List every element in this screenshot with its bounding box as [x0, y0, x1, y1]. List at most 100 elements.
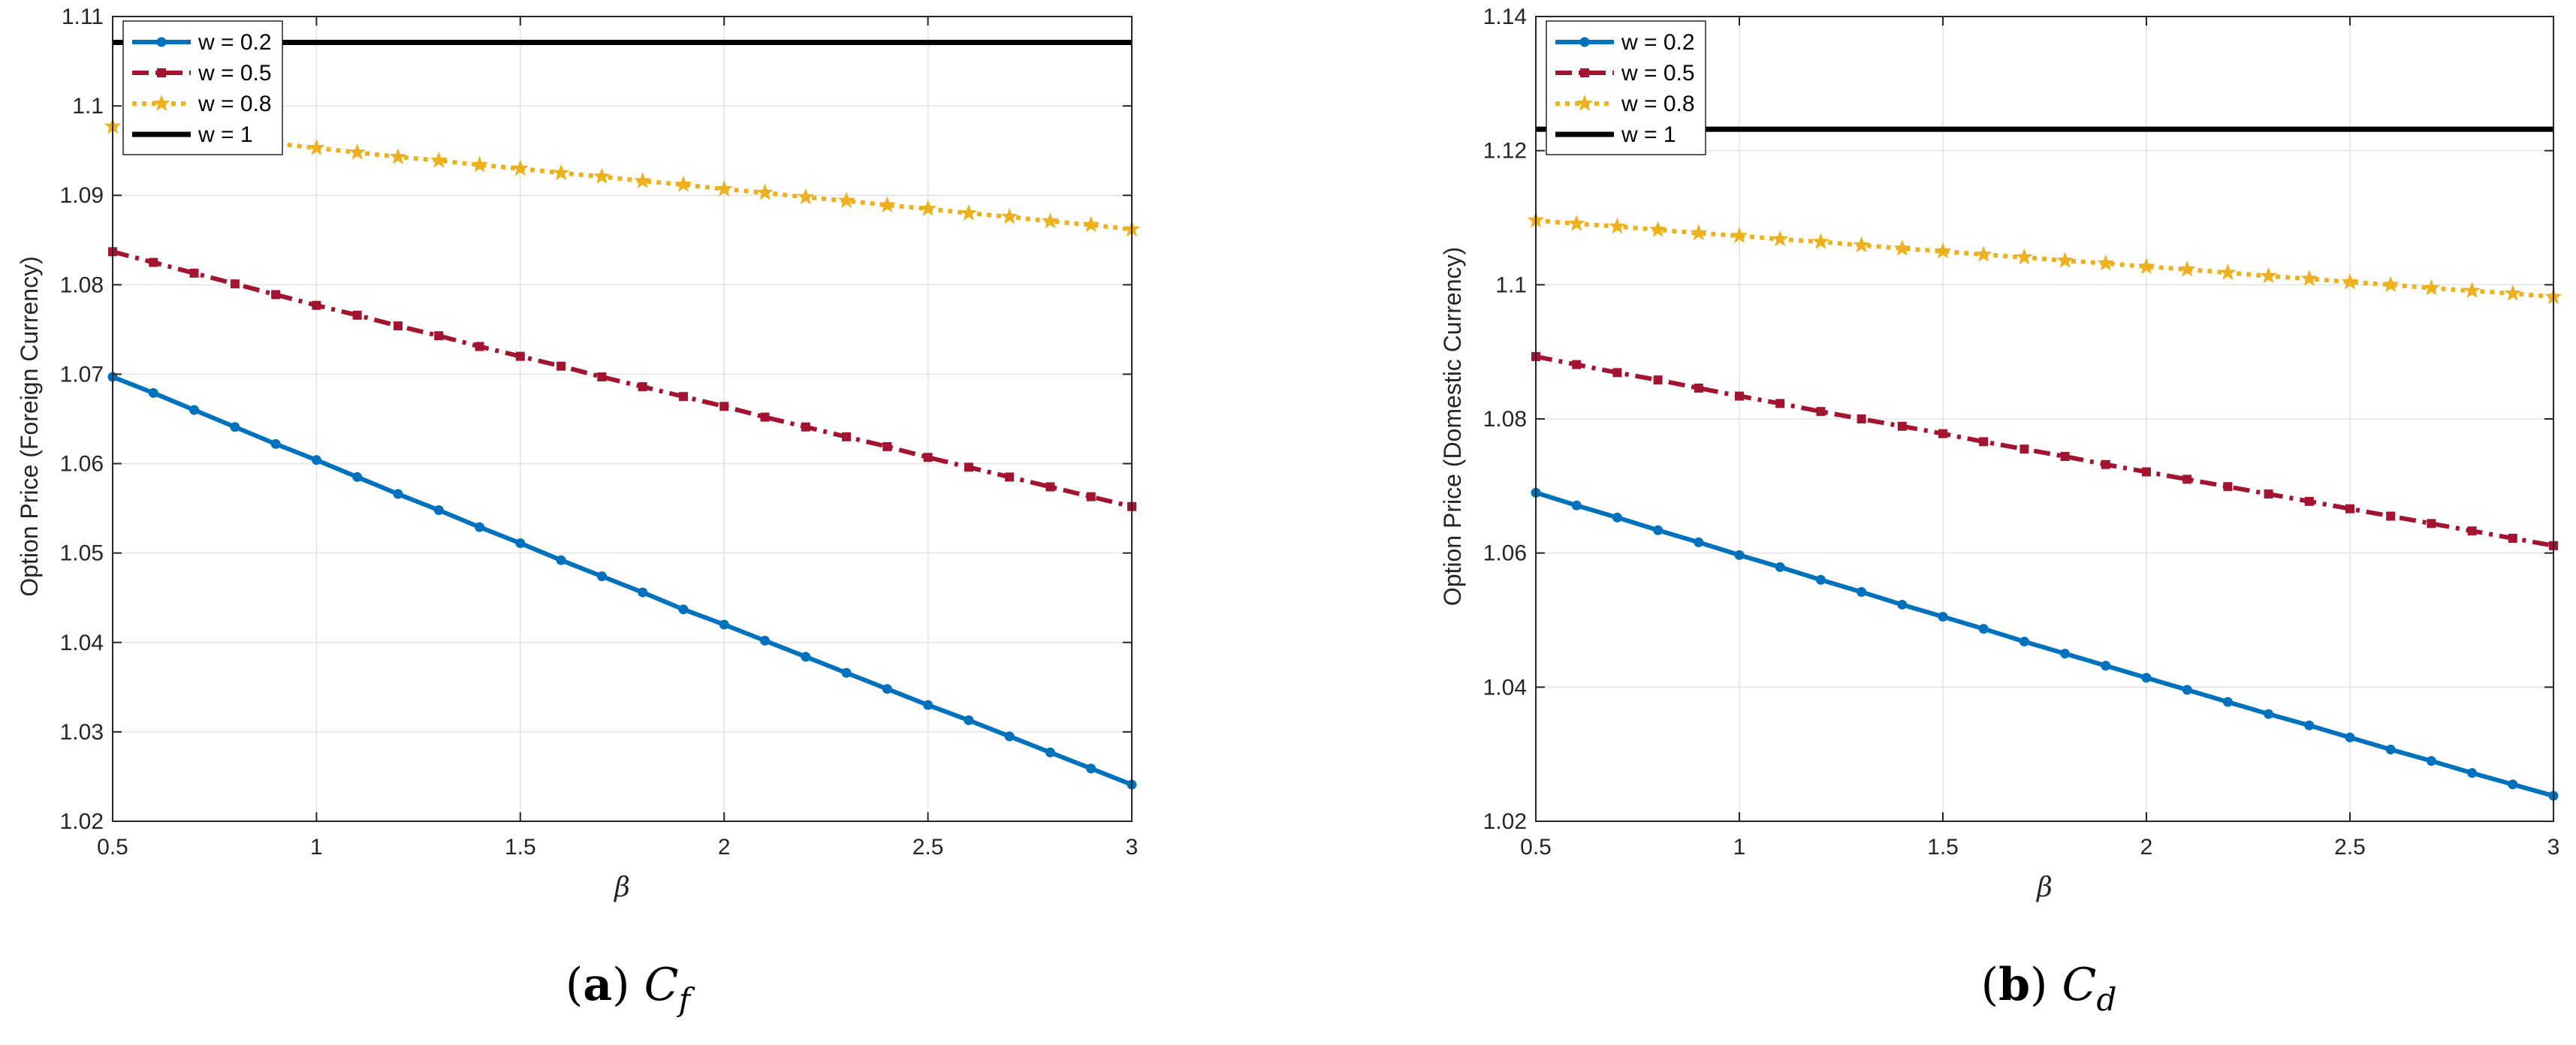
- y-tick-label: 1.02: [1483, 809, 1527, 834]
- legend-marker: [1576, 95, 1594, 111]
- data-point: [964, 462, 973, 472]
- data-point: [841, 667, 852, 678]
- x-axis-label: β: [2035, 872, 2053, 903]
- x-tick-label: 1.5: [1927, 835, 1959, 860]
- data-point: [1811, 233, 1829, 249]
- data-point: [433, 504, 444, 515]
- data-point: [715, 179, 733, 197]
- data-point: [1979, 437, 1989, 447]
- data-point: [837, 191, 855, 209]
- data-point: [475, 342, 484, 351]
- data-point: [2222, 697, 2233, 707]
- series-line: [1535, 354, 2554, 548]
- data-point: [556, 555, 566, 565]
- data-point: [2508, 534, 2517, 544]
- x-tick-label: 0.5: [97, 835, 128, 860]
- data-point: [1045, 747, 1055, 757]
- data-point: [430, 151, 448, 168]
- data-point: [2223, 482, 2233, 492]
- series-line: [112, 124, 1133, 232]
- data-point: [475, 522, 485, 532]
- data-point: [2304, 496, 2314, 506]
- series-w-0-5: [1531, 351, 2558, 550]
- y-tick-label: 1.08: [60, 273, 104, 297]
- x-tick-label: 2.5: [912, 835, 944, 860]
- legend-label: w = 0.5: [198, 61, 272, 86]
- y-tick-label: 1.06: [1483, 541, 1527, 566]
- data-point: [760, 412, 770, 422]
- data-point: [1938, 429, 1947, 438]
- data-point: [878, 196, 896, 213]
- data-point: [1653, 375, 1663, 385]
- data-point: [801, 422, 810, 432]
- data-point: [1857, 414, 1866, 423]
- legend-marker: [157, 68, 166, 77]
- data-point: [719, 619, 729, 630]
- legend-label: w = 1: [1621, 122, 1676, 147]
- data-point: [1086, 492, 1096, 501]
- data-point: [2300, 270, 2318, 286]
- series-line: [111, 375, 1133, 787]
- y-tick-label: 1.14: [1483, 5, 1527, 29]
- data-point: [389, 148, 407, 164]
- data-point: [1893, 239, 1911, 256]
- series-w-0-8: [1527, 211, 2562, 305]
- data-point: [2508, 779, 2518, 790]
- data-point: [2019, 637, 2029, 647]
- y-tick-label: 1.04: [60, 631, 104, 655]
- legend-label: w = 1: [198, 122, 253, 147]
- data-point: [1775, 562, 1785, 572]
- data-point: [923, 700, 934, 710]
- y-tick-label: 1.12: [1483, 139, 1527, 164]
- data-point: [596, 571, 607, 582]
- data-point: [348, 143, 366, 160]
- data-point: [2463, 282, 2481, 299]
- series-line: [1535, 490, 2554, 798]
- data-point: [515, 538, 526, 549]
- data-point: [307, 139, 325, 155]
- data-point: [2304, 720, 2315, 730]
- y-tick-label: 1.09: [60, 183, 104, 208]
- series-line: [1535, 218, 2554, 300]
- data-point: [149, 257, 158, 267]
- data-point: [2219, 264, 2237, 280]
- data-point: [801, 652, 811, 662]
- data-point: [759, 635, 770, 646]
- data-point: [1897, 421, 1907, 431]
- panel-caption: (a) Cf: [566, 959, 695, 1018]
- data-point: [1857, 586, 1867, 597]
- data-point: [2015, 248, 2033, 265]
- data-point: [2182, 474, 2192, 484]
- legend: w = 0.2 w = 0.5 w = 0.8 w = 1: [122, 20, 283, 155]
- legend: w = 0.2 w = 0.5 w = 0.8 w = 1: [1546, 20, 1706, 155]
- data-point: [1816, 407, 1826, 417]
- data-point: [634, 172, 652, 188]
- y-tick-label: 1.04: [1483, 675, 1527, 700]
- data-point: [1649, 221, 1667, 237]
- data-point: [471, 155, 488, 173]
- data-point: [1853, 236, 1871, 253]
- data-point: [1690, 224, 1708, 241]
- data-point: [842, 432, 852, 441]
- legend-marker: [1579, 37, 1590, 47]
- data-point: [2381, 276, 2400, 293]
- data-point: [2141, 673, 2152, 683]
- data-point: [2182, 685, 2192, 695]
- data-point: [434, 331, 444, 341]
- chart-panel-a: 0.5 1 1.5 2 2.5 3 1.02 1.03 1.04 1.05 1.06 1.07 1.08…: [16, 5, 1141, 1018]
- data-point: [312, 300, 321, 310]
- series-w-0-2: [107, 372, 1137, 790]
- y-tick-label: 1.03: [60, 720, 104, 745]
- data-point: [2264, 489, 2273, 499]
- data-point: [1612, 512, 1622, 522]
- data-point: [1612, 368, 1622, 378]
- data-point: [1897, 599, 1908, 610]
- x-tick-label: 3: [1126, 835, 1139, 860]
- data-point: [1572, 360, 1582, 369]
- data-point: [1730, 227, 1748, 243]
- data-point: [1775, 399, 1785, 408]
- data-point: [1571, 500, 1582, 510]
- data-point: [1934, 242, 1952, 259]
- x-tick-label: 2: [2140, 835, 2153, 860]
- data-point: [393, 321, 403, 331]
